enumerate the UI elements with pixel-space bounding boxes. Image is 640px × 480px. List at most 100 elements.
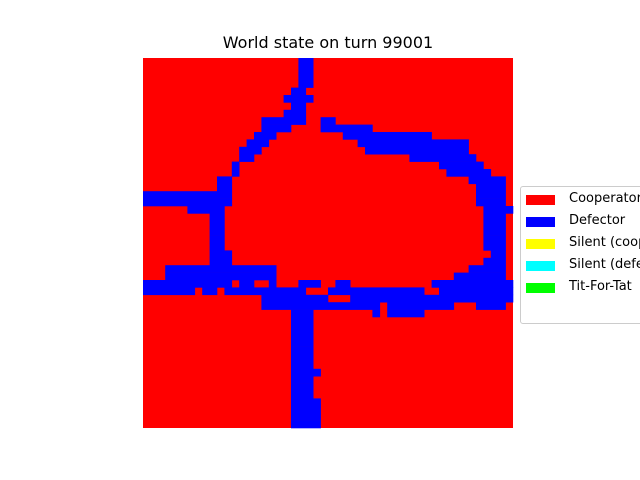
defector-cell-run bbox=[209, 250, 233, 259]
legend-label: Silent (defector) bbox=[569, 257, 640, 272]
defector-cell-run bbox=[239, 146, 262, 155]
defector-cell-run bbox=[298, 72, 314, 81]
defector-cell-run bbox=[291, 324, 314, 333]
legend-swatch bbox=[526, 195, 555, 205]
defector-cell-run bbox=[209, 257, 233, 266]
defector-cell-run bbox=[490, 250, 506, 259]
defector-cell-run bbox=[328, 287, 425, 296]
defector-cell-run bbox=[476, 183, 506, 192]
chart-title: World state on turn 99001 bbox=[222, 33, 434, 52]
defector-cell-run bbox=[209, 220, 225, 229]
defector-cell-run bbox=[268, 280, 277, 288]
defector-cell-run bbox=[261, 124, 292, 133]
defector-cell-run bbox=[483, 213, 506, 222]
defector-cell-run bbox=[468, 265, 506, 273]
defector-cell-run bbox=[468, 176, 506, 185]
defector-cell-run bbox=[291, 383, 314, 392]
defector-cell-run bbox=[143, 198, 233, 207]
defector-cell-run bbox=[165, 265, 277, 273]
defector-cell-run bbox=[224, 287, 307, 296]
defector-cell-run bbox=[231, 169, 240, 177]
defector-cell-run bbox=[446, 169, 492, 177]
defector-cell-run bbox=[291, 317, 314, 325]
defector-cell-run bbox=[143, 287, 196, 296]
defector-cell-run bbox=[357, 139, 469, 148]
defector-cell-run bbox=[291, 405, 321, 414]
defector-cell-run bbox=[283, 109, 307, 118]
defector-cell-run bbox=[291, 376, 314, 384]
legend-label: Defector bbox=[569, 213, 626, 228]
heatmap-cells bbox=[143, 58, 514, 429]
defector-cell-run bbox=[476, 198, 506, 207]
defector-cell-run bbox=[439, 287, 514, 296]
defector-cell-run bbox=[209, 243, 225, 251]
legend-swatch bbox=[526, 283, 555, 293]
defector-cell-run bbox=[202, 287, 218, 296]
defector-cell-run bbox=[476, 302, 506, 310]
defector-cell-run bbox=[187, 206, 225, 214]
defector-cell-run bbox=[291, 413, 321, 421]
defector-cell-run bbox=[291, 339, 314, 347]
defector-cell-run bbox=[439, 161, 484, 170]
legend-label: Cooperator bbox=[569, 191, 640, 206]
defector-cell-run bbox=[372, 309, 381, 318]
defector-cell-run bbox=[409, 154, 477, 162]
defector-cell-run bbox=[320, 124, 373, 133]
defector-cell-run bbox=[291, 331, 314, 340]
defector-cell-run bbox=[483, 220, 506, 229]
defector-cell-run bbox=[387, 309, 425, 318]
defector-cell-run bbox=[350, 294, 514, 303]
defector-cell-run bbox=[165, 272, 277, 281]
defector-cell-run bbox=[291, 361, 314, 370]
defector-cell-run bbox=[291, 354, 314, 362]
defector-cell-run bbox=[453, 272, 506, 281]
defector-cell-run bbox=[231, 161, 240, 170]
defector-cell-run bbox=[291, 87, 307, 96]
legend-label: Silent (cooperator) bbox=[569, 235, 640, 250]
defector-cell-run bbox=[483, 243, 506, 251]
defector-cell-run bbox=[209, 228, 225, 236]
legend-swatch bbox=[526, 217, 555, 227]
legend: Cooperator Defector Silent (cooperator) Sil… bbox=[520, 186, 640, 324]
defector-cell-run bbox=[217, 183, 233, 192]
defector-cell-run bbox=[291, 368, 321, 377]
defector-cell-run bbox=[291, 398, 321, 407]
defector-cell-run bbox=[261, 117, 307, 125]
defector-cell-run bbox=[143, 191, 233, 199]
defector-cell-run bbox=[483, 235, 506, 244]
defector-cell-run bbox=[298, 280, 321, 288]
defector-cell-run bbox=[291, 391, 314, 399]
defector-cell-run bbox=[320, 117, 336, 125]
defector-cell-run bbox=[335, 280, 351, 288]
defector-cell-run bbox=[387, 302, 455, 310]
defector-cell-run bbox=[298, 80, 314, 88]
defector-cell-run bbox=[291, 420, 321, 429]
cooperator-background bbox=[143, 58, 513, 428]
defector-cell-run bbox=[143, 280, 233, 288]
legend-label: Tit-For-Tat bbox=[569, 279, 632, 294]
defector-cell-run bbox=[298, 58, 314, 66]
defector-cell-run bbox=[209, 235, 225, 244]
defector-cell-run bbox=[239, 280, 255, 288]
legend-swatch bbox=[526, 239, 555, 249]
defector-cell-run bbox=[217, 176, 233, 185]
defector-cell-run bbox=[261, 294, 329, 303]
defector-cell-run bbox=[476, 191, 506, 199]
defector-cell-run bbox=[483, 228, 506, 236]
defector-cell-run bbox=[365, 146, 469, 155]
defector-cell-run bbox=[291, 102, 307, 111]
defector-cell-run bbox=[483, 257, 506, 266]
defector-cell-run bbox=[246, 139, 270, 148]
defector-cell-run bbox=[298, 65, 314, 74]
legend-swatch bbox=[526, 261, 555, 271]
defector-cell-run bbox=[239, 154, 255, 162]
defector-cell-run bbox=[261, 302, 381, 310]
defector-cell-run bbox=[291, 309, 314, 318]
defector-cell-run bbox=[483, 206, 514, 214]
defector-cell-run bbox=[342, 132, 432, 140]
defector-cell-run bbox=[254, 132, 277, 140]
defector-cell-run bbox=[431, 280, 514, 288]
defector-cell-run bbox=[283, 95, 314, 103]
defector-cell-run bbox=[209, 213, 225, 222]
